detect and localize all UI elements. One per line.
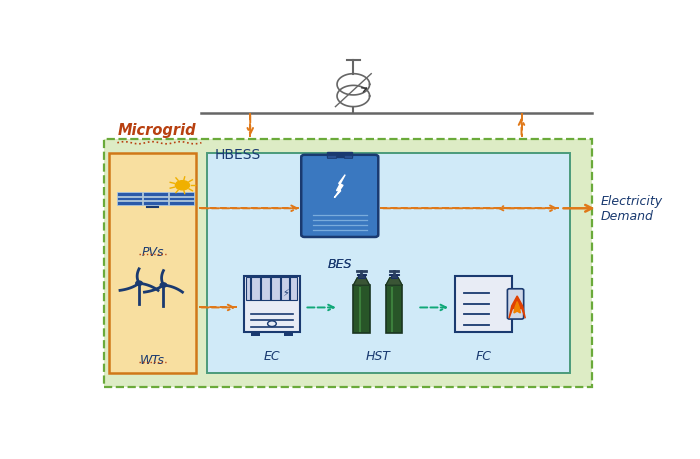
Circle shape (267, 321, 276, 327)
Text: HBESS: HBESS (215, 148, 261, 162)
Bar (389, 274, 399, 276)
Text: ⚡: ⚡ (282, 287, 289, 297)
Bar (358, 276, 365, 278)
Bar (344, 155, 353, 158)
Bar (169, 202, 194, 205)
FancyBboxPatch shape (455, 276, 512, 332)
Bar (169, 197, 194, 201)
Text: BES: BES (328, 257, 352, 270)
Bar (354, 285, 370, 333)
Text: HST: HST (365, 349, 390, 362)
Text: WTs: WTs (140, 354, 165, 367)
Bar (118, 197, 141, 201)
Text: BES: BES (328, 257, 352, 270)
Circle shape (136, 281, 142, 285)
FancyBboxPatch shape (508, 289, 524, 319)
Text: Electricity
Demand: Electricity Demand (600, 195, 662, 223)
Polygon shape (509, 297, 525, 319)
Bar (169, 193, 194, 196)
Circle shape (176, 181, 190, 190)
FancyBboxPatch shape (207, 154, 570, 373)
Polygon shape (354, 278, 370, 285)
Bar (386, 285, 402, 333)
Bar (391, 276, 398, 278)
Polygon shape (386, 278, 402, 285)
Polygon shape (335, 175, 345, 198)
Bar (327, 155, 335, 158)
FancyBboxPatch shape (104, 140, 592, 387)
Bar (327, 153, 353, 157)
Bar (356, 274, 366, 276)
Bar (144, 202, 168, 205)
Bar (251, 332, 260, 336)
FancyBboxPatch shape (109, 154, 196, 373)
Bar (284, 332, 293, 336)
Text: EC: EC (264, 349, 280, 362)
Polygon shape (514, 302, 520, 313)
FancyBboxPatch shape (244, 276, 300, 332)
Bar (118, 193, 141, 196)
Circle shape (160, 283, 167, 287)
Bar (144, 193, 168, 196)
FancyBboxPatch shape (301, 156, 378, 237)
Text: PVs: PVs (141, 246, 164, 259)
Text: Microgrid: Microgrid (118, 123, 196, 138)
Bar (246, 278, 298, 301)
Bar (118, 202, 141, 205)
Bar (144, 197, 168, 201)
Text: FC: FC (475, 349, 491, 362)
